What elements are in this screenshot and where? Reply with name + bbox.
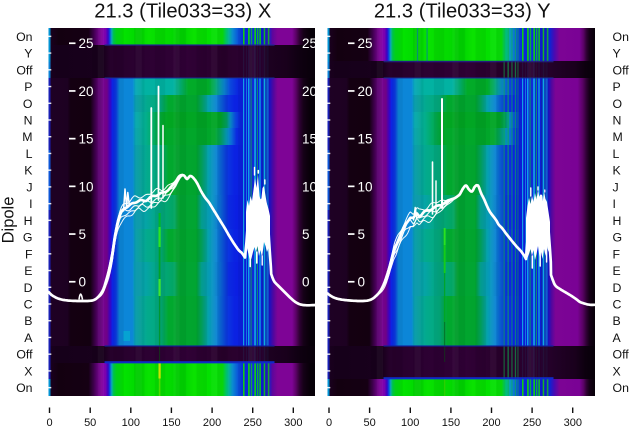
svg-text:B: B xyxy=(24,314,32,328)
svg-text:G: G xyxy=(613,231,623,245)
svg-text:100: 100 xyxy=(401,417,419,429)
svg-text:C: C xyxy=(613,298,622,312)
svg-text:25: 25 xyxy=(358,36,373,51)
svg-text:20: 20 xyxy=(79,84,94,99)
svg-text:X: X xyxy=(24,364,32,378)
svg-text:Off: Off xyxy=(16,348,33,362)
svg-text:F: F xyxy=(613,247,621,261)
svg-text:250: 250 xyxy=(244,417,262,429)
svg-text:M: M xyxy=(22,130,32,144)
svg-text:150: 150 xyxy=(162,417,180,429)
svg-text:200: 200 xyxy=(482,417,500,429)
svg-text:0: 0 xyxy=(358,275,366,290)
svg-text:E: E xyxy=(613,264,621,278)
svg-text:O: O xyxy=(23,97,33,111)
svg-text:10: 10 xyxy=(79,179,94,194)
svg-text:N: N xyxy=(24,114,33,128)
svg-text:Y: Y xyxy=(24,47,32,61)
svg-text:On: On xyxy=(16,381,33,395)
svg-text:N: N xyxy=(613,114,622,128)
svg-text:On: On xyxy=(613,381,630,395)
svg-text:K: K xyxy=(24,164,33,178)
svg-text:Off: Off xyxy=(613,63,630,77)
svg-text:25: 25 xyxy=(302,36,317,51)
svg-text:300: 300 xyxy=(284,417,302,429)
svg-text:D: D xyxy=(24,281,33,295)
svg-text:10: 10 xyxy=(358,179,373,194)
svg-text:250: 250 xyxy=(523,417,541,429)
svg-text:20: 20 xyxy=(302,84,317,99)
svg-text:5: 5 xyxy=(358,227,366,242)
svg-text:C: C xyxy=(24,298,33,312)
svg-text:200: 200 xyxy=(203,417,221,429)
svg-text:D: D xyxy=(613,281,622,295)
svg-text:0: 0 xyxy=(79,275,87,290)
svg-text:100: 100 xyxy=(122,417,140,429)
svg-text:25: 25 xyxy=(79,36,94,51)
svg-text:K: K xyxy=(613,164,622,178)
svg-text:G: G xyxy=(23,231,33,245)
svg-text:H: H xyxy=(613,214,622,228)
svg-text:5: 5 xyxy=(302,227,310,242)
svg-text:P: P xyxy=(24,80,32,94)
svg-text:A: A xyxy=(613,331,622,345)
svg-text:P: P xyxy=(613,80,621,94)
svg-text:15: 15 xyxy=(302,132,317,147)
svg-text:On: On xyxy=(613,30,630,44)
svg-text:15: 15 xyxy=(358,132,373,147)
svg-text:Y: Y xyxy=(613,47,621,61)
svg-text:On: On xyxy=(16,30,33,44)
svg-text:X: X xyxy=(613,364,621,378)
svg-text:5: 5 xyxy=(79,227,87,242)
svg-text:L: L xyxy=(613,147,620,161)
svg-text:J: J xyxy=(26,180,32,194)
svg-text:E: E xyxy=(24,264,32,278)
svg-text:B: B xyxy=(613,314,621,328)
svg-text:Off: Off xyxy=(613,348,630,362)
svg-text:F: F xyxy=(25,247,33,261)
svg-text:21.3 (Tile033=33) X: 21.3 (Tile033=33) X xyxy=(94,1,272,23)
svg-text:Dipole: Dipole xyxy=(0,197,18,244)
svg-text:50: 50 xyxy=(84,417,96,429)
svg-text:20: 20 xyxy=(358,84,373,99)
svg-text:300: 300 xyxy=(564,417,582,429)
svg-text:Off: Off xyxy=(16,63,33,77)
svg-text:21.3 (Tile033=33) Y: 21.3 (Tile033=33) Y xyxy=(374,1,551,23)
svg-text:O: O xyxy=(613,97,623,111)
svg-text:50: 50 xyxy=(363,417,375,429)
svg-text:150: 150 xyxy=(442,417,460,429)
svg-text:H: H xyxy=(24,214,33,228)
svg-text:L: L xyxy=(26,147,33,161)
svg-text:A: A xyxy=(24,331,33,345)
svg-text:J: J xyxy=(613,180,619,194)
svg-text:0: 0 xyxy=(46,417,52,429)
svg-text:M: M xyxy=(613,130,623,144)
svg-text:10: 10 xyxy=(302,179,317,194)
svg-text:0: 0 xyxy=(326,417,332,429)
svg-text:I: I xyxy=(29,197,32,211)
svg-text:I: I xyxy=(613,197,616,211)
svg-text:0: 0 xyxy=(302,275,310,290)
svg-text:15: 15 xyxy=(79,132,94,147)
